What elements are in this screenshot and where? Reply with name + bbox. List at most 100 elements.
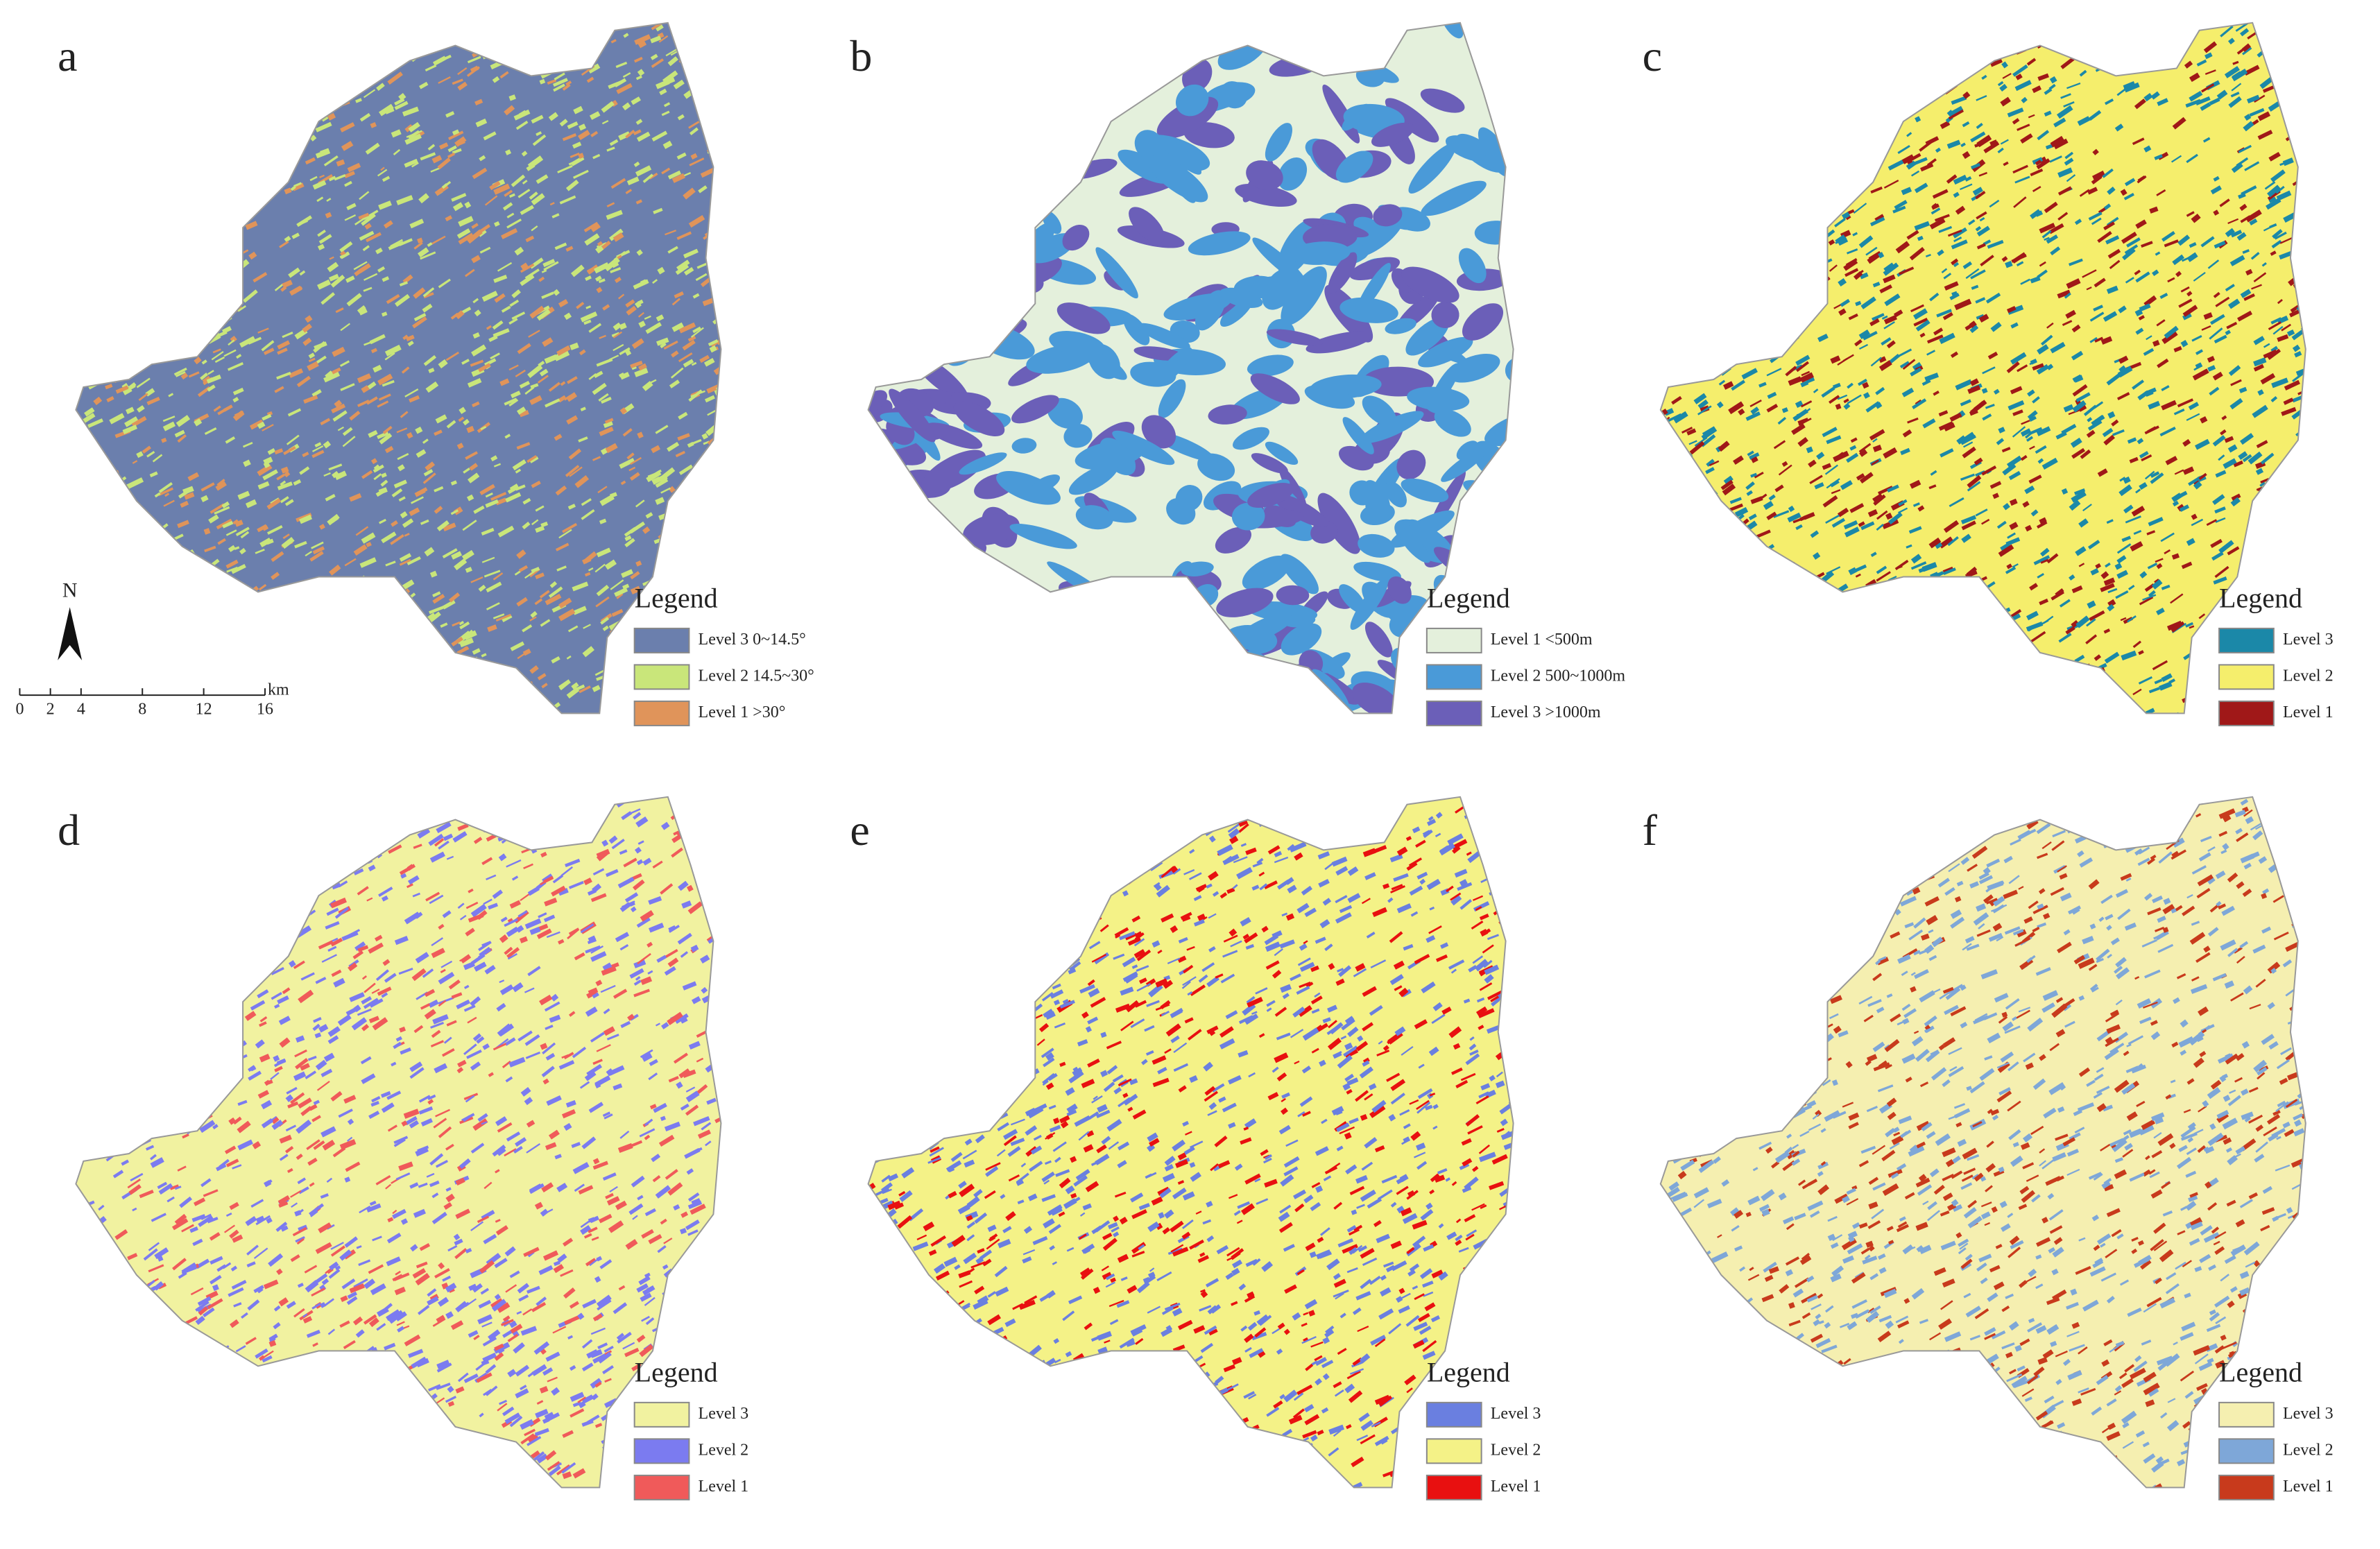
terrain-patch <box>1964 39 1978 49</box>
terrain-patch <box>528 330 540 338</box>
terrain-patch <box>368 1111 380 1119</box>
terrain-patch <box>2001 256 2008 262</box>
terrain-patch <box>147 601 157 610</box>
terrain-patch <box>359 230 375 241</box>
terrain-patch <box>379 518 386 524</box>
terrain-patch <box>138 393 148 402</box>
terrain-patch <box>1845 623 1856 631</box>
terrain-patch <box>1750 472 1758 478</box>
terrain-patch <box>626 176 640 186</box>
terrain-patch <box>164 336 173 345</box>
terrain-patch <box>660 487 671 494</box>
terrain-patch <box>126 477 144 489</box>
terrain-patch <box>2161 584 2171 590</box>
terrain-patch <box>642 526 651 534</box>
terrain-patch <box>119 135 131 145</box>
terrain-patch <box>574 1183 585 1192</box>
terrain-patch <box>1695 574 1704 581</box>
terrain-patch <box>302 112 318 122</box>
terrain-patch <box>178 128 189 137</box>
terrain-patch <box>2155 49 2164 56</box>
terrain-patch <box>2027 410 2038 420</box>
terrain-patch <box>1910 304 1924 313</box>
terrain-patch <box>2123 707 2136 714</box>
terrain-patch <box>1783 245 1789 250</box>
terrain-patch <box>291 671 298 678</box>
terrain-patch <box>1964 654 1981 665</box>
terrain-patch <box>305 1280 319 1293</box>
terrain-patch <box>306 1329 320 1338</box>
terrain-patch <box>107 625 120 636</box>
terrain-patch <box>312 180 327 190</box>
terrain-patch <box>1908 526 1922 534</box>
terrain-patch <box>1960 36 1976 46</box>
terrain-patch <box>214 506 230 515</box>
terrain-patch <box>110 368 118 375</box>
terrain-patch <box>540 619 551 627</box>
terrain-patch <box>504 918 518 927</box>
terrain-patch <box>266 80 280 89</box>
terrain-patch <box>200 293 207 300</box>
terrain-patch <box>1738 78 1745 84</box>
terrain-patch <box>365 685 375 690</box>
terrain-patch <box>625 299 635 308</box>
terrain-patch <box>622 685 628 689</box>
terrain-patch <box>438 142 449 150</box>
terrain-patch <box>2049 155 2062 163</box>
terrain-patch <box>2150 472 2164 484</box>
terrain-patch <box>510 641 525 651</box>
terrain-patch <box>1206 655 1235 685</box>
terrain-patch <box>326 1451 335 1458</box>
terrain-patch <box>1978 314 1989 323</box>
terrain-patch <box>246 979 257 990</box>
terrain-patch <box>2010 352 2027 365</box>
terrain-patch <box>1799 372 1814 383</box>
terrain-patch <box>317 279 332 290</box>
terrain-patch <box>261 1099 273 1110</box>
terrain-patch <box>1829 264 1838 272</box>
terrain-patch <box>2100 583 2115 592</box>
terrain-patch <box>124 63 139 74</box>
terrain-patch <box>1672 291 1682 300</box>
terrain-patch <box>1728 401 1745 415</box>
terrain-patch <box>1943 422 1955 431</box>
terrain-patch <box>1693 198 1704 207</box>
terrain-patch <box>452 202 464 212</box>
terrain-patch <box>1675 110 1692 122</box>
terrain-patch <box>2141 33 2148 38</box>
terrain-patch <box>207 370 214 375</box>
terrain-patch <box>435 1109 451 1118</box>
terrain-patch <box>1765 146 1782 160</box>
terrain-patch <box>1915 116 1921 123</box>
terrain-patch <box>339 635 351 645</box>
terrain-patch <box>492 889 503 899</box>
terrain-patch <box>102 591 116 602</box>
terrain-patch <box>384 599 390 604</box>
terrain-patch <box>1908 84 1919 92</box>
terrain-patch <box>114 112 132 121</box>
terrain-patch <box>660 821 670 830</box>
terrain-patch <box>286 1167 293 1174</box>
terrain-patch <box>2295 617 2305 624</box>
terrain-patch <box>2071 447 2086 459</box>
terrain-patch <box>1660 222 1669 231</box>
terrain-patch <box>562 133 577 142</box>
terrain-patch <box>117 929 128 936</box>
terrain-patch <box>2116 87 2128 96</box>
terrain-patch <box>157 92 164 96</box>
terrain-patch <box>339 360 350 367</box>
terrain-patch <box>406 611 420 622</box>
terrain-patch <box>1676 549 1686 556</box>
terrain-patch <box>422 303 433 313</box>
terrain-patch <box>186 76 200 85</box>
terrain-patch <box>531 1364 547 1376</box>
terrain-patch <box>280 496 289 504</box>
terrain-patch <box>275 1222 288 1232</box>
terrain-patch <box>600 396 612 404</box>
terrain-patch <box>1853 623 1861 631</box>
terrain-patch <box>1842 631 1855 640</box>
terrain-patch <box>715 119 721 130</box>
terrain-patch <box>875 669 900 690</box>
terrain-patch <box>2289 22 2304 29</box>
terrain-patch <box>483 131 497 141</box>
